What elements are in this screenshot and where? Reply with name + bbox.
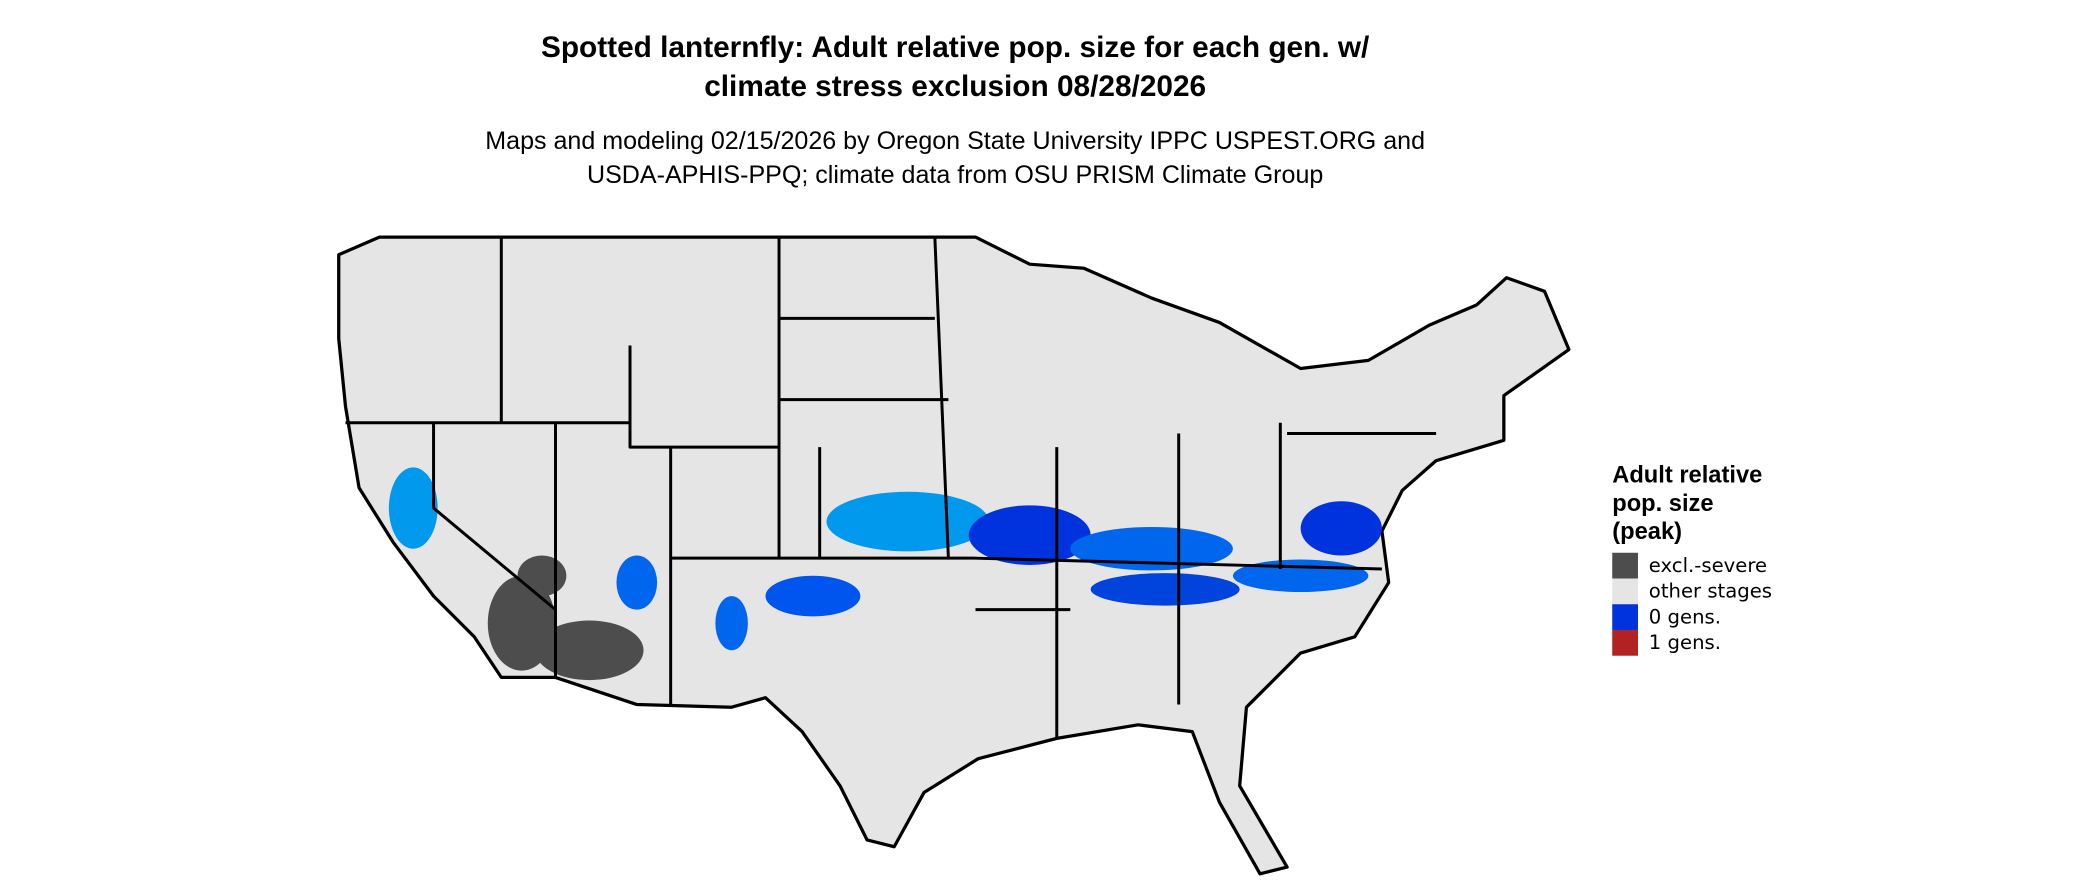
legend-title: (peak) (1612, 519, 1682, 545)
title-line: climate stress exclusion 08/28/2026 (704, 70, 1206, 103)
us-map (337, 235, 1571, 876)
title-line: Spotted lanternfly: Adult relative pop. … (541, 31, 1369, 64)
legend-title: Adult relative (1612, 462, 1762, 488)
legend-label: 1 gens. (1649, 631, 1721, 654)
legend: Adult relative pop. size(peak) excl.-sever… (1612, 462, 1772, 656)
subtitle-line: Maps and modeling 02/15/2026 by Oregon S… (485, 127, 1425, 155)
legend-swatch (1612, 604, 1638, 630)
state-lines (345, 237, 1437, 739)
legend-swatch (1612, 552, 1638, 579)
us-outline (337, 235, 1571, 876)
legend-label: other stages (1649, 580, 1772, 603)
legend-title: pop. size (1612, 491, 1713, 517)
grey-exclusion (487, 555, 644, 681)
legend-label: excl.-severe (1649, 554, 1767, 577)
legend-swatch (1612, 578, 1638, 605)
subtitle-line: USDA-APHIS-PPQ; climate data from OSU PR… (587, 161, 1323, 189)
legend-label: 0 gens. (1649, 605, 1721, 628)
legend-swatch (1612, 629, 1638, 656)
